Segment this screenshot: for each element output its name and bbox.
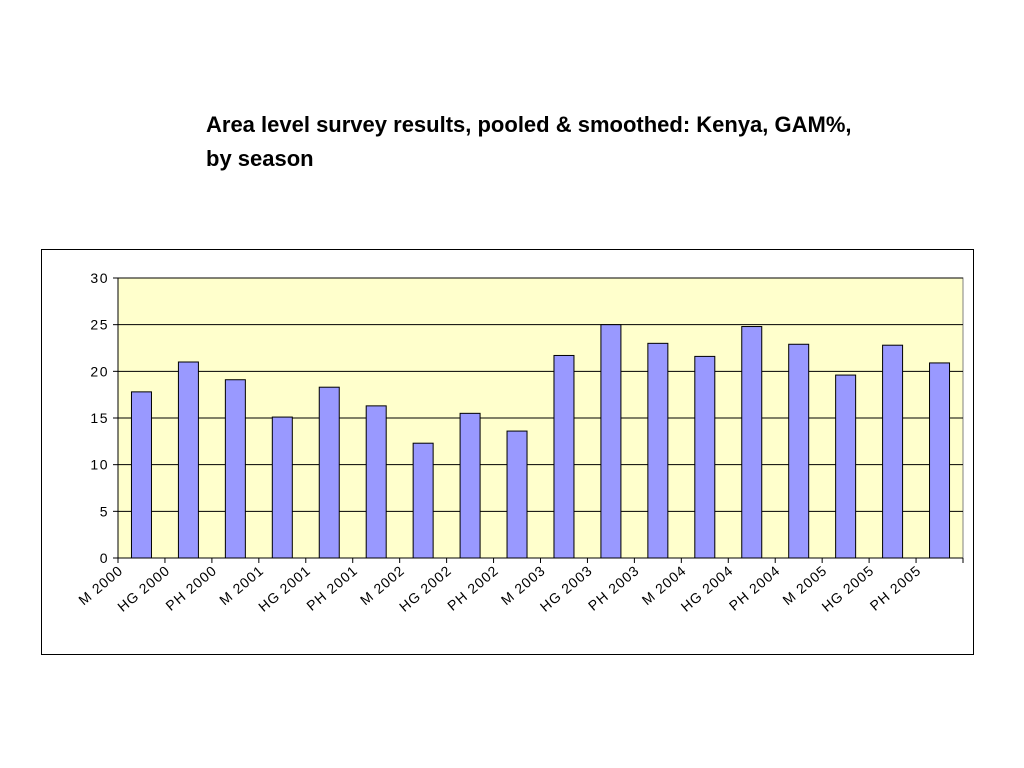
x-tick-label: PH 2000 (162, 562, 219, 614)
bar (929, 362, 951, 559)
bar (130, 391, 152, 559)
x-tick-label: HG 2005 (818, 562, 877, 615)
bar (177, 361, 199, 559)
bars (130, 324, 951, 559)
y-tick-label: 30 (90, 270, 109, 286)
bar (647, 342, 669, 559)
bar (506, 430, 528, 559)
bar (412, 442, 434, 559)
x-tick-label: HG 2004 (678, 562, 737, 615)
chart-frame: 0 5 10 15 20 25 30 M 2000 HG 2000 PH 2000 M 2001 H… (41, 249, 974, 655)
y-tick-label: 25 (90, 317, 109, 333)
bar (694, 355, 716, 559)
y-tick-labels: 0 5 10 15 20 25 30 (90, 270, 109, 566)
x-tick-label: PH 2002 (444, 562, 501, 614)
y-tick-label: 20 (90, 363, 109, 379)
bar (318, 386, 340, 559)
bar (788, 343, 810, 559)
bar (741, 326, 763, 559)
axes (113, 277, 964, 563)
x-tick-label: PH 2001 (303, 562, 360, 614)
bar (459, 412, 481, 559)
x-tick-label: PH 2005 (867, 562, 924, 614)
y-tick-label: 5 (100, 503, 109, 519)
bar (882, 344, 904, 559)
bar (835, 374, 857, 559)
gridlines (118, 277, 963, 512)
x-tick-label: HG 2003 (537, 562, 596, 615)
x-tick-label: HG 2001 (255, 562, 314, 615)
x-tick-label: PH 2003 (585, 562, 642, 614)
chart-title: Area level survey results, pooled & smoo… (206, 112, 852, 171)
y-tick-label: 15 (90, 410, 109, 426)
bar (600, 324, 622, 559)
bar (553, 354, 575, 559)
y-tick-label: 0 (100, 550, 109, 566)
x-tick-label: HG 2000 (114, 562, 173, 615)
x-tick-label: PH 2004 (726, 562, 783, 614)
bar (271, 416, 293, 559)
y-tick-label: 10 (90, 457, 109, 473)
bar (224, 379, 246, 559)
bar (365, 405, 387, 559)
x-tick-label: HG 2002 (396, 562, 455, 615)
